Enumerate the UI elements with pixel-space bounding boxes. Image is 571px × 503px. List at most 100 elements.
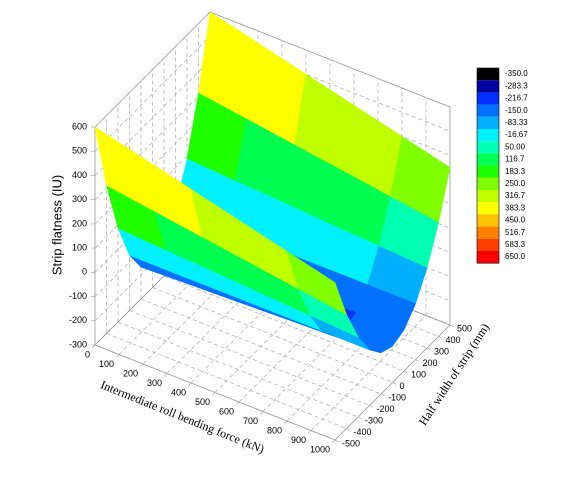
z-tick-label: 600 [72,121,87,131]
tick-mark [449,324,455,328]
colorbar-swatch [477,177,499,190]
y-tick-label: -400 [354,427,372,437]
colorbar-label: 50.00 [505,142,526,151]
y-tick-label: -300 [365,415,383,425]
grid-line [117,321,359,418]
y-tick-label: 0 [400,381,405,391]
y-tick-label: 200 [423,358,438,368]
colorbar-label: 116.7 [505,155,525,164]
x-tick-label: 100 [99,359,114,369]
axis-line [334,324,451,441]
colorbar-swatch [477,68,499,81]
x-tick-label: 500 [195,397,210,407]
y-tick-label: 300 [434,346,449,356]
x-tick-label: 1000 [310,444,330,454]
grid-line [310,315,427,431]
surface-patch [286,250,348,316]
colorbar-swatch [477,238,499,251]
tick-mark [235,401,240,406]
grid-line [140,298,382,395]
grid-line [94,108,211,225]
z-tick-label: 400 [72,170,87,180]
x-tick-label: 800 [267,425,282,435]
z-tick-label: 100 [72,242,87,252]
tick-mark [211,392,216,396]
colorbar-label: 183.3 [505,167,526,176]
z-tick-label: 0 [82,267,87,277]
z-axis-title: Strip flatness (IU) [49,175,64,275]
colorbar-swatch [477,226,499,239]
colorbar-label: 450.0 [505,216,526,225]
x-tick-label: 400 [171,387,186,397]
colorbar-swatch [477,116,499,129]
colorbar-label: -283.3 [505,81,528,90]
z-tick-label: 300 [72,194,87,204]
colorbar-swatch [477,202,499,215]
colorbar-swatch [477,165,499,178]
y-tick-label: 500 [457,323,472,333]
x-tick-label: 900 [291,435,306,445]
z-tick-label: -100 [69,291,87,301]
colorbar-label: -83.33 [505,118,528,127]
tick-mark [346,428,351,431]
tick-mark [403,370,409,374]
grid-line [94,11,211,128]
x-tick-label: 300 [147,378,162,388]
colorbar-label: -216.7 [505,94,528,103]
tick-mark [380,393,386,397]
tick-mark [259,411,264,415]
colorbar-swatch [477,190,499,203]
x-tick-label: 600 [219,406,234,416]
grid-line [94,60,211,176]
tick-mark [415,359,420,362]
y-tick-label: -200 [377,404,395,414]
z-tick-label: -300 [69,339,87,349]
y-tick-label: 400 [446,335,461,345]
colorbar-label: 250.0 [505,179,526,188]
colorbar-swatch [477,141,499,154]
colorbar-swatch [477,214,499,227]
z-tick-label: 200 [72,218,87,228]
z-tick-label: 500 [72,146,87,156]
tick-mark [331,439,336,444]
colorbar-label: 583.3 [505,240,526,249]
y-tick-label: 100 [411,369,426,379]
y-tick-label: -100 [388,392,406,402]
grid-line [94,84,211,200]
z-tick-label: -200 [69,315,87,325]
colorbar-label: 316.7 [505,191,526,200]
tick-mark [426,347,432,351]
grid-line [152,287,393,383]
colorbar-swatch [477,104,499,117]
tick-mark [334,439,340,443]
colorbar-label: 650.0 [505,252,526,261]
colorbar-swatch [477,80,499,93]
colorbar-label: -16.67 [505,130,528,139]
colorbar-swatch [477,153,499,166]
tick-mark [91,344,96,349]
tick-mark [139,363,144,368]
y-tick-label: -500 [342,438,360,448]
colorbar-label: 383.3 [505,203,526,212]
grid-line [163,275,405,372]
tick-mark [357,416,363,420]
grid-line [209,11,451,108]
colorbar-label: -350.0 [505,69,528,78]
axis-line [94,344,336,441]
tick-mark [438,336,443,339]
colorbar-swatch [477,251,499,264]
colorbar-swatch [477,92,499,105]
tick-mark [369,405,374,408]
tick-mark [283,420,288,425]
colorbar-frame [476,67,500,264]
tick-mark [115,354,120,358]
colorbar-swatch [477,129,499,142]
tick-mark [187,382,192,387]
grid-line [106,333,347,429]
grid-line [129,310,370,406]
colorbar-label: -150.0 [505,106,528,115]
tick-mark [392,382,397,385]
colorbar-label: 516.7 [505,228,526,237]
tick-mark [163,373,168,377]
